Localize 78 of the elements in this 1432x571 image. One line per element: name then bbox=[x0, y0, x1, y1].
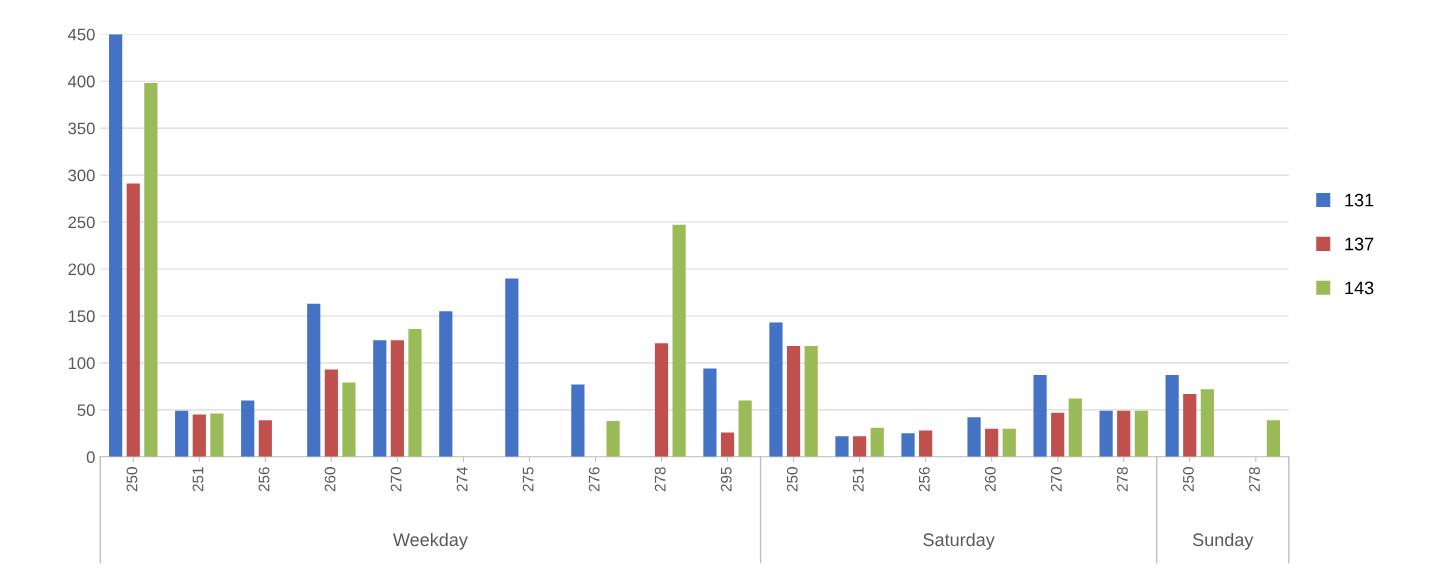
bar bbox=[985, 428, 999, 457]
bar bbox=[720, 432, 735, 457]
bar bbox=[126, 183, 140, 457]
y-tick-label: 250 bbox=[68, 216, 95, 229]
bar bbox=[835, 436, 849, 457]
text: Sunday bbox=[1192, 532, 1254, 550]
bar bbox=[192, 414, 206, 457]
x-tick-label: 274 bbox=[456, 466, 468, 492]
legend-label: 137 bbox=[1345, 237, 1374, 251]
bar bbox=[606, 421, 620, 457]
bar bbox=[175, 410, 189, 457]
bar bbox=[1183, 393, 1197, 457]
bar bbox=[901, 433, 915, 457]
bar bbox=[571, 384, 585, 457]
bar bbox=[1002, 428, 1016, 457]
bar bbox=[919, 430, 933, 457]
bar bbox=[852, 436, 867, 457]
bar bbox=[373, 340, 387, 457]
bar bbox=[1200, 389, 1214, 457]
x-tick-label: 270 bbox=[390, 467, 402, 492]
bar bbox=[241, 400, 255, 457]
y-tick-label: 400 bbox=[67, 75, 95, 88]
bar bbox=[408, 329, 422, 457]
bar bbox=[1033, 375, 1047, 457]
bar bbox=[804, 346, 818, 457]
x-tick-label: 278 bbox=[654, 467, 666, 492]
bar bbox=[1099, 410, 1113, 457]
x-tick-label: 256 bbox=[918, 467, 930, 492]
bar bbox=[439, 311, 453, 457]
x-tick-label: 256 bbox=[258, 467, 270, 492]
y-tick-label: 450 bbox=[67, 28, 95, 41]
bar bbox=[1266, 420, 1280, 457]
bar bbox=[109, 34, 123, 457]
bar bbox=[672, 224, 686, 457]
bar bbox=[654, 343, 669, 457]
bar bbox=[342, 382, 356, 457]
bar bbox=[505, 278, 519, 457]
bar bbox=[738, 400, 752, 457]
bar bbox=[324, 369, 338, 457]
x-tick-label: 250 bbox=[126, 467, 138, 492]
bar bbox=[1134, 410, 1148, 457]
x-tick-label: 278 bbox=[1117, 467, 1128, 492]
y-tick-label: 50 bbox=[77, 404, 95, 417]
text: Weekday bbox=[393, 532, 468, 550]
bar bbox=[1051, 412, 1065, 457]
x-tick-label: 260 bbox=[324, 467, 336, 492]
y-tick-label: 0 bbox=[86, 451, 95, 463]
x-tick-label: 250 bbox=[1183, 467, 1194, 492]
x-tick-label: 276 bbox=[588, 467, 600, 492]
x-tick-label: 295 bbox=[720, 467, 732, 492]
bar bbox=[390, 340, 404, 457]
x-tick-label: 251 bbox=[852, 467, 864, 492]
x-tick-label: 270 bbox=[1050, 467, 1062, 492]
bar bbox=[307, 303, 321, 457]
x-tick-label: 278 bbox=[1249, 467, 1260, 492]
legend-label: 131 bbox=[1345, 193, 1374, 207]
y-tick-label: 200 bbox=[68, 263, 95, 276]
y-tick-label: 100 bbox=[68, 357, 95, 370]
x-tick-label: 260 bbox=[984, 467, 996, 492]
x-tick-label: 250 bbox=[786, 467, 798, 492]
text: Saturday bbox=[923, 532, 995, 550]
x-tick-label: 251 bbox=[192, 467, 204, 492]
bar bbox=[1117, 410, 1131, 457]
bar bbox=[967, 417, 981, 457]
bar bbox=[210, 413, 224, 457]
bar bbox=[1068, 398, 1082, 457]
bar bbox=[144, 83, 158, 457]
bar bbox=[870, 427, 884, 457]
y-tick-label: 150 bbox=[68, 310, 95, 323]
y-tick-label: 350 bbox=[68, 122, 95, 135]
x-tick-label: 275 bbox=[522, 467, 534, 492]
legend-label: 143 bbox=[1345, 281, 1374, 295]
bar bbox=[703, 368, 717, 457]
bar bbox=[769, 322, 783, 457]
bar bbox=[1165, 375, 1179, 457]
bar bbox=[786, 346, 801, 457]
bar bbox=[258, 420, 272, 457]
y-tick-label: 300 bbox=[68, 169, 95, 182]
